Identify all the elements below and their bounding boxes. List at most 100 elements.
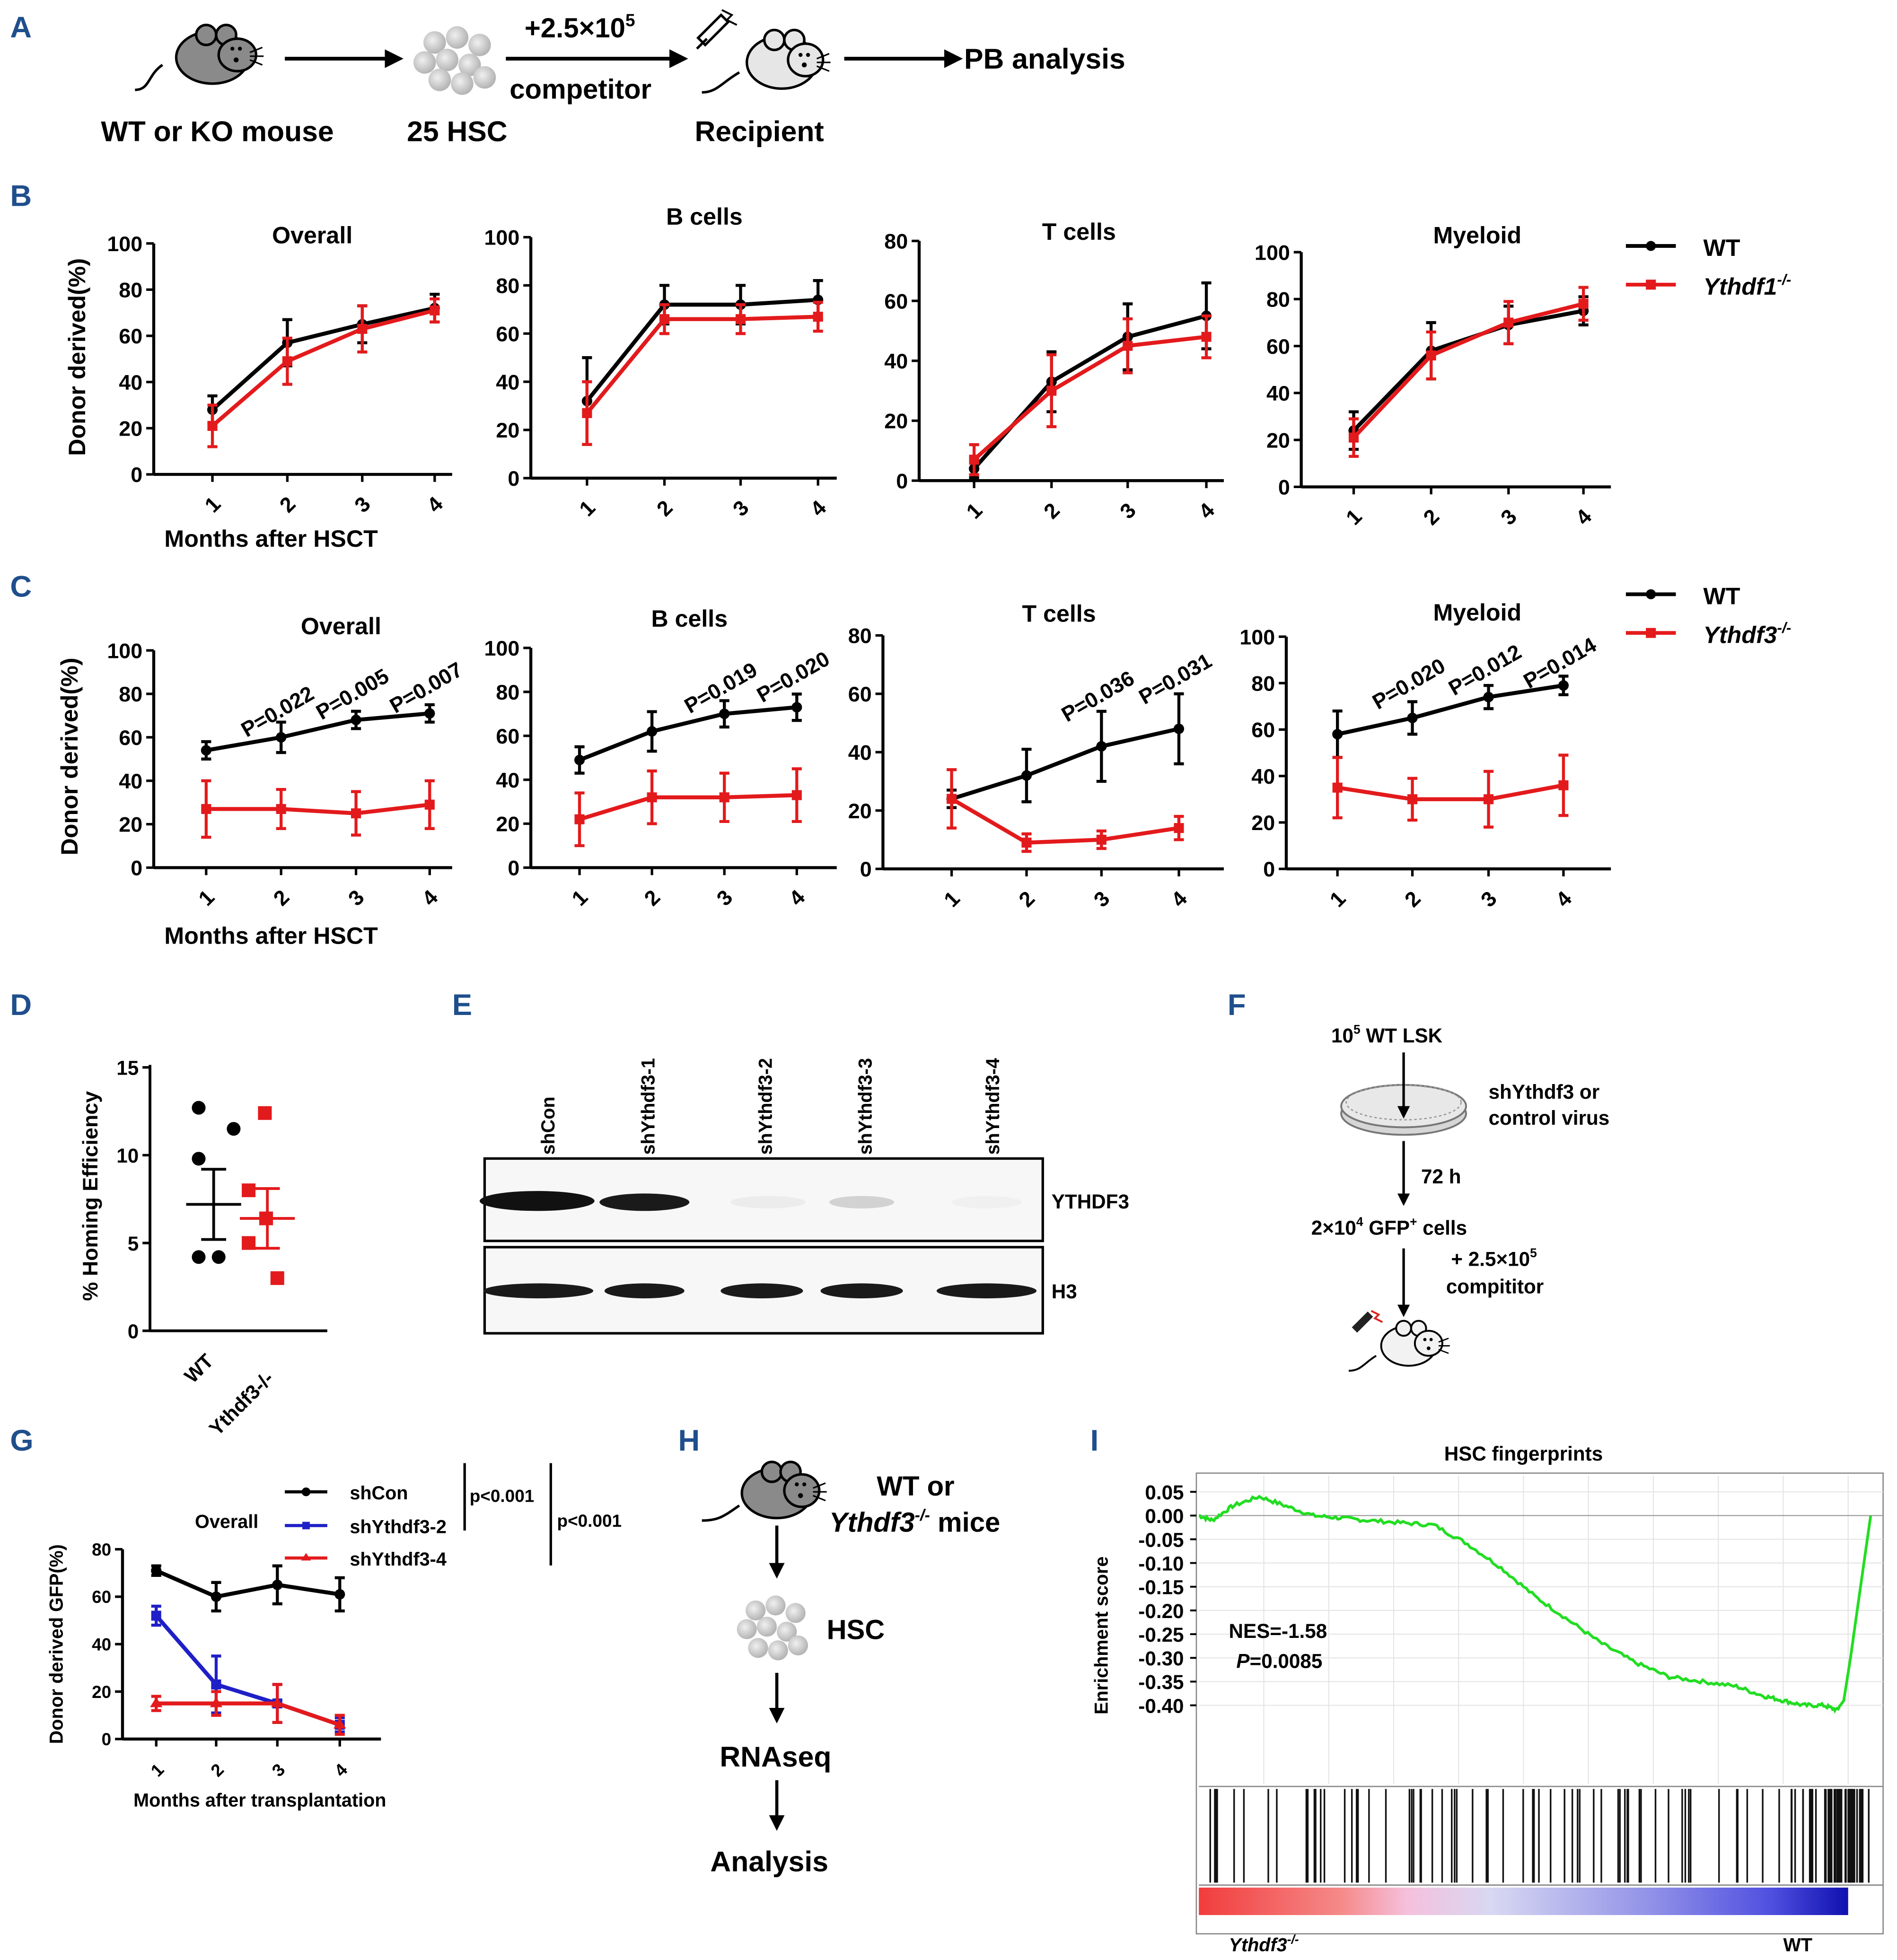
d-ytick-label: 5 <box>128 1233 139 1255</box>
C-tcells-series-0-line <box>951 726 1179 801</box>
d-group-1-point <box>270 1271 284 1285</box>
p-value-g-1: p<0.001 <box>470 1486 535 1505</box>
d-group-0-point <box>227 1122 241 1136</box>
C-bcells-series-1-point <box>574 814 585 824</box>
B-overall-ytick-label: 0 <box>131 463 142 487</box>
C-overall-series-1-point <box>201 804 211 814</box>
gsea-nes: NES=-1.58 <box>1229 1620 1327 1642</box>
C-overall-ylabel: Donor derived(%) <box>56 658 83 856</box>
hsc-h-icon <box>737 1595 808 1661</box>
C-myeloid-series-1-point <box>1407 794 1418 805</box>
analysis-label: Analysis <box>710 1846 828 1878</box>
B-tcells-series-1-point <box>1046 385 1057 396</box>
band-ythdf3-sh1 <box>599 1193 690 1211</box>
virus-label-2: control virus <box>1489 1107 1610 1129</box>
legend-g-sh2: shYthdf3-2 <box>350 1516 447 1537</box>
C-tcells-ytick-label: 40 <box>848 740 872 764</box>
C-bcells-ytick-label: 60 <box>496 724 519 748</box>
B-myeloid-series-1-point <box>1503 317 1514 328</box>
C-tcells-series-1-point <box>1096 834 1107 845</box>
gsea-ylabel: Enrichment score <box>1091 1557 1112 1715</box>
C-overall-series-1-point <box>276 804 286 814</box>
B-bcells-xtick-label: 3 <box>728 496 754 521</box>
C-bcells-series-1-point <box>791 790 802 800</box>
C-myeloid-title: Myeloid <box>1433 599 1521 626</box>
C-bcells-series-1-point <box>647 792 657 803</box>
d-ytick-label: 0 <box>128 1321 139 1343</box>
gsea-hit-ticks <box>1209 1789 1870 1883</box>
C-tcells-ytick-label: 60 <box>848 682 872 706</box>
legend-c: WT Ythdf3-/- <box>1625 583 1791 648</box>
hsc-h-label: HSC <box>827 1615 885 1645</box>
B-myeloid-series-1-point <box>1348 432 1359 443</box>
chart-b-tcells: 0 20 40 60 80 1 2 3 4 T cells <box>884 219 1224 524</box>
G-overall-series-2-point <box>271 1697 284 1707</box>
G-overall-xlabel: Months after transplantation <box>133 1790 386 1811</box>
C-myeloid-series-1-point <box>1558 780 1569 790</box>
lsk-label: 105 WT LSK <box>1331 1022 1443 1046</box>
gsea-es-curve <box>1198 1495 1872 1714</box>
d-group-1-point <box>242 1183 256 1198</box>
C-overall-xtick-label: 3 <box>343 885 369 910</box>
B-tcells-ytick-label: 80 <box>884 229 908 254</box>
lane-label-3: shYthdf3-3 <box>855 1058 876 1155</box>
C-bcells-ytick-label: 100 <box>484 636 519 660</box>
C-overall-ytick-label: 20 <box>119 813 142 837</box>
C-overall-xtick-label: 2 <box>269 885 294 910</box>
p-value-g-2: p<0.001 <box>557 1511 622 1531</box>
panel-letter-f: F <box>1228 989 1246 1022</box>
legend-g-shcon: shCon <box>350 1483 408 1504</box>
C-myeloid-ytick-label: 80 <box>1251 671 1275 695</box>
C-myeloid-ytick-label: 100 <box>1239 625 1275 649</box>
band-h3-sh4 <box>936 1283 1037 1299</box>
B-myeloid-ytick-label: 100 <box>1255 240 1290 264</box>
C-myeloid-pvalue-1: P=0.012 <box>1444 639 1525 700</box>
recipient-label: Recipient <box>695 115 824 147</box>
gsea-left-label: Ythdf3-/- <box>1229 1933 1299 1956</box>
G-overall-ytick-label: 0 <box>102 1730 112 1749</box>
C-myeloid-xtick-label: 1 <box>1325 886 1351 912</box>
panel-f-schematic: 105 WT LSK shYthdf3 or control virus 72 … <box>1311 1022 1610 1372</box>
B-tcells-series-1-point <box>969 455 979 465</box>
C-tcells-series-0-point <box>1096 741 1107 752</box>
G-overall-series-0-point <box>151 1565 162 1576</box>
legend-g-sh4: shYthdf3-4 <box>350 1549 447 1570</box>
B-myeloid-xtick-label: 1 <box>1341 504 1367 530</box>
C-myeloid-xtick-label: 3 <box>1476 886 1502 912</box>
C-tcells-pvalue-0: P=0.036 <box>1057 666 1138 726</box>
C-bcells-series-1-point <box>719 792 729 803</box>
G-overall-series-1-line <box>155 1614 341 1727</box>
B-bcells-series-1-point <box>735 314 746 324</box>
gsea-rank-bar <box>1199 1887 1848 1915</box>
recipient-mouse-icon <box>702 28 831 94</box>
panel-e-western-blot: shCon shYthdf3-1 shYthdf3-2 shYthdf3-3 s… <box>479 1058 1129 1335</box>
gsea-ytick-label: -0.35 <box>1138 1671 1184 1693</box>
C-tcells-title: T cells <box>1022 600 1096 627</box>
C-myeloid-pvalue-0: P=0.020 <box>1368 653 1449 714</box>
C-myeloid-series-1-point <box>1484 794 1494 805</box>
C-tcells-series-0-point <box>1021 770 1032 781</box>
chart-b-overall: 0 20 40 60 80 100 1 2 3 4 Overall Donor derived(%) M… <box>64 222 452 552</box>
d-ytick-label: 15 <box>116 1057 139 1079</box>
d-group-1-point <box>259 1211 273 1225</box>
C-bcells-ytick-label: 80 <box>496 680 519 704</box>
lane-label-2: shYthdf3-2 <box>755 1058 776 1155</box>
B-overall-title: Overall <box>272 222 352 249</box>
mouse-h-icon <box>702 1461 827 1522</box>
B-tcells-ytick-label: 40 <box>884 349 908 373</box>
B-bcells-xtick-label: 2 <box>652 496 677 521</box>
C-bcells-xtick-label: 2 <box>640 885 665 910</box>
B-bcells-ytick-label: 80 <box>496 274 519 298</box>
gsea-title: HSC fingerprints <box>1444 1443 1603 1465</box>
gsea-pvalue: P=0.0085 <box>1236 1650 1322 1672</box>
panel-letter-i: I <box>1090 1424 1099 1457</box>
B-bcells-ytick-label: 20 <box>496 418 519 442</box>
C-bcells-pvalue-1: P=0.020 <box>753 647 834 707</box>
panel-letter-d: D <box>10 989 32 1022</box>
gsea-y-ticks: 0.050.00-0.05-0.10-0.15-0.20-0.25-0.30-0… <box>1138 1481 1196 1717</box>
lane-label-1: shYthdf3-1 <box>638 1058 659 1155</box>
legend-g: Overall shCon shYthdf3-2 shYthdf3-4 p<0.… <box>195 1463 622 1570</box>
C-myeloid-ytick-label: 40 <box>1251 764 1275 788</box>
C-overall-xtick-label: 1 <box>193 885 219 910</box>
